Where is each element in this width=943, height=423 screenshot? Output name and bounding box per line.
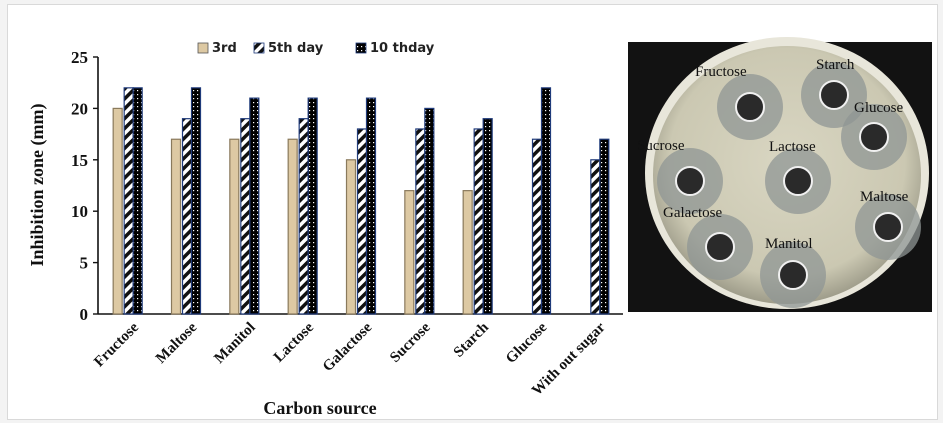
- bar-5th-day-with-out-sugar: [590, 159, 601, 315]
- bar-3rd-lactose: [287, 138, 298, 315]
- legend-item-3rd: 3rd: [197, 41, 237, 56]
- legend-label-5th-day: 5th day: [268, 41, 324, 56]
- x-category-label: Galactose: [320, 319, 376, 375]
- bar-3rd-manitol: [229, 138, 240, 315]
- plate-label-group: Fructose Starch Glucose Sucrose Lactose Malto…: [637, 57, 909, 252]
- plate-label: Galactose: [663, 205, 722, 221]
- legend-label-10-thday: 10 thday: [370, 41, 435, 56]
- y-tick-label: 15: [71, 151, 88, 170]
- bar-5th-day-glucose: [531, 138, 543, 315]
- y-tick-label: 5: [80, 254, 89, 273]
- well: [783, 166, 813, 196]
- plate-label: Starch: [816, 57, 855, 73]
- x-category-label: Fructose: [91, 319, 142, 370]
- x-category-label: Sucrose: [387, 319, 434, 366]
- y-tick-label: 10: [71, 202, 88, 221]
- bar-3rd-maltose: [170, 138, 182, 315]
- y-tick-label: 25: [71, 48, 88, 67]
- plate-label: Fructose: [695, 64, 747, 80]
- petri-dish-photo: Fructose Starch Glucose Sucrose Lactose Malto…: [628, 37, 932, 312]
- x-category-label: Lactose: [271, 319, 317, 365]
- bar-10-thday-maltose: [190, 87, 202, 315]
- y-axis-title: Inhibition zone (mm): [27, 103, 48, 266]
- well: [819, 80, 849, 110]
- well: [778, 260, 808, 290]
- bar-group: [112, 87, 610, 315]
- y-tick-group: 0 5 10 15 20 25: [71, 48, 98, 324]
- bar-10-thday-starch: [482, 118, 493, 315]
- bar-3rd-starch: [462, 190, 473, 315]
- bar-5th-day-starch: [473, 128, 484, 315]
- legend-swatch-5th-day: [253, 42, 265, 54]
- x-category-label: Glucose: [503, 319, 550, 366]
- y-tick-label: 0: [80, 305, 89, 324]
- y-tick-label: 20: [71, 99, 88, 118]
- x-category-label: Maltose: [153, 319, 200, 366]
- bar-10-thday-fructose: [132, 87, 143, 315]
- legend-item-5th-day: 5th day: [253, 41, 324, 56]
- bar-5th-day-fructose: [123, 87, 134, 315]
- bar-5th-day-manitol: [240, 118, 251, 315]
- plate-label: Lactose: [769, 139, 816, 155]
- legend-swatch-3rd: [197, 42, 209, 54]
- well-group: [657, 62, 921, 308]
- x-category-label: Starch: [451, 319, 493, 361]
- x-category-group: Fructose Maltose Manitol Lactose Galactose Su…: [91, 319, 609, 399]
- plate-label: Sucrose: [637, 138, 685, 154]
- bar-10-thday-lactose: [307, 97, 318, 315]
- legend-item-10-thday: 10 thday: [355, 41, 435, 56]
- bar-3rd-fructose: [112, 107, 123, 315]
- bar-10-thday-glucose: [540, 87, 552, 315]
- bar-chart: 3rd 5th day 10 thday 0 5 10 15 20 25 Fructose…: [27, 37, 932, 418]
- plate-label: Glucose: [854, 100, 903, 116]
- x-axis-title: Carbon source: [263, 398, 376, 418]
- bar-5th-day-lactose: [298, 118, 309, 315]
- figure-frame: 3rd 5th day 10 thday 0 5 10 15 20 25 Fructose…: [7, 4, 938, 420]
- bar-5th-day-galactose: [356, 128, 368, 315]
- well: [675, 166, 705, 196]
- bar-5th-day-maltose: [181, 118, 193, 315]
- plate-label: Maltose: [860, 189, 909, 205]
- bar-3rd-sucrose: [404, 190, 415, 315]
- bar-5th-day-sucrose: [415, 128, 426, 315]
- legend-swatch-10-thday: [355, 42, 367, 54]
- well: [859, 122, 889, 152]
- plate-label: Manitol: [765, 236, 813, 252]
- legend-label-3rd: 3rd: [212, 41, 237, 56]
- legend: 3rd 5th day 10 thday: [197, 41, 435, 56]
- bar-10-thday-manitol: [249, 97, 260, 315]
- bar-10-thday-with-out-sugar: [599, 138, 610, 315]
- well: [705, 232, 735, 262]
- x-category-label: Manitol: [211, 320, 258, 367]
- bar-3rd-galactose: [345, 159, 357, 315]
- well: [873, 212, 903, 242]
- bar-10-thday-sucrose: [424, 107, 435, 315]
- bar-10-thday-galactose: [365, 97, 377, 315]
- well: [735, 92, 765, 122]
